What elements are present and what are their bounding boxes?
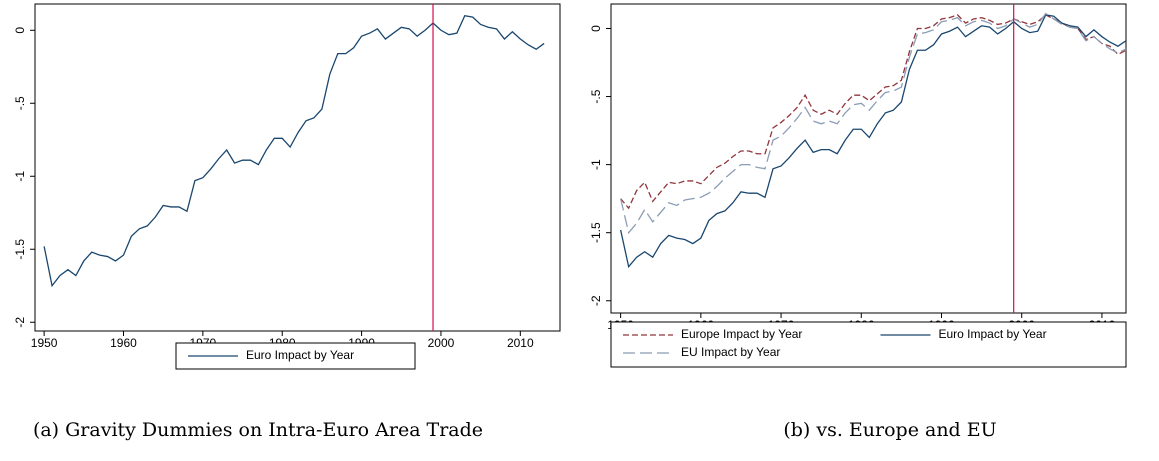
series-line bbox=[620, 14, 1127, 210]
x-tick-label: 2000 bbox=[428, 336, 455, 350]
caption: (a) Gravity Dummies on Intra-Euro Area T… bbox=[33, 419, 483, 441]
plot-frame bbox=[610, 3, 1127, 314]
y-tick-label: -.5 bbox=[589, 89, 603, 103]
y-tick-label: 0 bbox=[589, 25, 603, 32]
y-tick-label: 0 bbox=[13, 27, 27, 34]
series-line bbox=[43, 14, 545, 288]
y-tick-label: -.5 bbox=[13, 96, 27, 110]
legend-label: EU Impact by Year bbox=[681, 345, 780, 359]
plot-frame bbox=[34, 3, 561, 332]
y-tick-label: -2 bbox=[589, 295, 603, 306]
series-line bbox=[619, 12, 1127, 235]
y-tick-label: -1.5 bbox=[589, 222, 603, 243]
caption: (b) vs. Europe and EU bbox=[783, 419, 996, 441]
legend-label: Europe Impact by Year bbox=[681, 327, 802, 341]
x-tick-label: 2010 bbox=[507, 336, 534, 350]
legend-label: Euro Impact by Year bbox=[246, 348, 354, 362]
y-tick-label: -1.5 bbox=[13, 239, 27, 260]
legend-box bbox=[610, 321, 1127, 368]
x-tick-label: 1960 bbox=[110, 336, 137, 350]
y-tick-label: -1 bbox=[13, 171, 27, 182]
series-line bbox=[619, 14, 1127, 269]
legend-label: Euro Impact by Year bbox=[939, 327, 1047, 341]
y-tick-label: -1 bbox=[589, 159, 603, 170]
legend-box bbox=[175, 342, 416, 370]
y-tick-label: -2 bbox=[13, 317, 27, 328]
x-tick-label: 1950 bbox=[31, 336, 58, 350]
